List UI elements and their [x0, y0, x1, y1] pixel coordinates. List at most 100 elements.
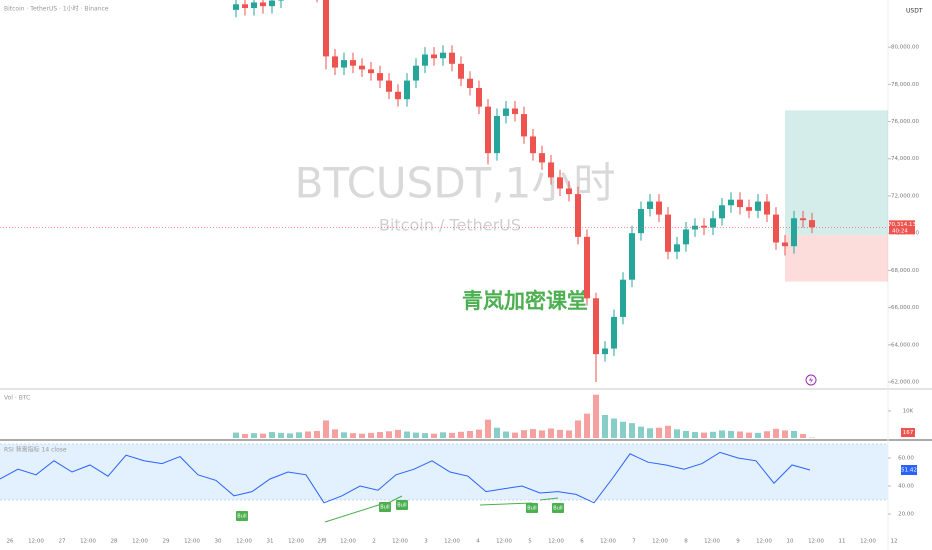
volume-bar: [413, 432, 419, 438]
candle-body: [647, 201, 653, 209]
volume-bar: [782, 430, 788, 438]
candle-body: [710, 218, 716, 228]
candle-body: [413, 65, 419, 81]
volume-bar: [431, 433, 437, 438]
volume-bar: [710, 431, 716, 438]
x-tick-label: 7: [632, 539, 636, 545]
y-tick-label: 62,000.00: [891, 380, 919, 386]
volume-bar: [386, 431, 392, 438]
candle-body: [701, 225, 707, 228]
x-tick-label: 12:00: [340, 539, 356, 545]
volume-bar: [422, 433, 428, 438]
volume-bar: [449, 432, 455, 438]
volume-bar: [359, 433, 365, 438]
bull-tag: [379, 502, 391, 512]
candle-body: [377, 73, 383, 81]
volume-bar: [638, 426, 644, 438]
volume-bar: [728, 430, 734, 438]
x-tick-label: 12:00: [860, 539, 876, 545]
candle-body: [458, 63, 464, 79]
candle-body: [719, 205, 725, 219]
x-tick-label: 29: [163, 539, 170, 545]
x-tick-label: 8: [684, 539, 688, 545]
x-tick-label: 12:00: [756, 539, 772, 545]
volume-bar: [566, 430, 572, 438]
candle-body: [503, 108, 509, 116]
x-tick-label: 12:00: [652, 539, 668, 545]
y-tick-label: 80,000.00: [891, 45, 919, 51]
candle-body: [449, 52, 455, 64]
volume-bar: [575, 420, 581, 438]
candle-body: [233, 4, 239, 10]
volume-bar: [323, 420, 329, 438]
candle-body: [602, 348, 608, 355]
watermark-title: BTCUSDT,1小时: [295, 159, 616, 208]
brand: 青岚加密课堂: [462, 289, 588, 313]
y-tick-label: 10K: [903, 408, 914, 414]
bull-tag: [526, 503, 538, 513]
bull-tag: [236, 511, 248, 521]
volume-bar: [494, 427, 500, 438]
volume-bar: [512, 432, 518, 438]
x-tick-label: 4: [476, 539, 480, 545]
volume-bar: [278, 432, 284, 438]
volume-bar: [701, 432, 707, 438]
volume-bar: [467, 430, 473, 438]
rsi-badge: [901, 465, 917, 476]
volume-bar: [683, 430, 689, 438]
divergence-line: [324, 502, 386, 523]
candle-body: [404, 80, 410, 100]
pane-title: Vol · BTC: [4, 395, 30, 402]
candle-body: [791, 218, 797, 247]
volume-bar: [377, 432, 383, 438]
candle-body: [467, 78, 473, 89]
volume-bar: [656, 427, 662, 438]
candle-body: [755, 201, 761, 211]
x-tick-label: 12:00: [548, 539, 564, 545]
candle-body: [260, 2, 266, 7]
volume-bar: [440, 432, 446, 438]
rsi-band: [0, 443, 888, 501]
candle-body: [656, 201, 662, 215]
x-tick-label: 12: [891, 539, 898, 545]
y-tick-label: 66,000.00: [891, 305, 919, 311]
volume-bar: [611, 418, 617, 438]
candle-body: [683, 229, 689, 245]
y-tick-label: 72,000.00: [891, 193, 919, 199]
volume-bar: [629, 423, 635, 438]
volume-bar: [368, 432, 374, 438]
candle-body: [359, 65, 365, 70]
x-tick-label: 5: [528, 539, 532, 545]
y-tick-label: 74,000.00: [891, 156, 919, 162]
volume-bar: [530, 429, 536, 438]
x-tick-label: 9: [736, 539, 740, 545]
x-tick-label: 12:00: [704, 539, 720, 545]
volume-bar: [773, 428, 779, 438]
candle-body: [323, 0, 329, 57]
volume-bar: [260, 433, 266, 438]
volume-bar: [557, 429, 563, 438]
candle-body: [764, 201, 770, 215]
bull-label: Bull: [553, 506, 562, 512]
volume-bar: [602, 415, 608, 438]
y-tick-label: 60.00: [898, 455, 914, 461]
x-tick-label: 2月: [318, 538, 327, 545]
candle-body: [629, 233, 635, 280]
candle-body: [395, 91, 401, 100]
candle-body: [242, 4, 248, 9]
x-tick-label: 30: [215, 539, 222, 545]
bull-tag: [552, 503, 564, 513]
candle-body: [530, 136, 536, 154]
candle-body: [665, 214, 671, 252]
x-tick-label: 6: [580, 539, 584, 545]
candle-body: [620, 279, 626, 317]
rsi-line: [0, 451, 811, 504]
volume-bar: [287, 433, 293, 438]
x-tick-label: 26: [7, 539, 14, 545]
x-tick-label: 28: [111, 539, 118, 545]
volume-bar: [314, 430, 320, 438]
volume-bar: [737, 431, 743, 438]
candle-body: [278, 0, 284, 1]
bull-label: Bull: [527, 506, 536, 512]
